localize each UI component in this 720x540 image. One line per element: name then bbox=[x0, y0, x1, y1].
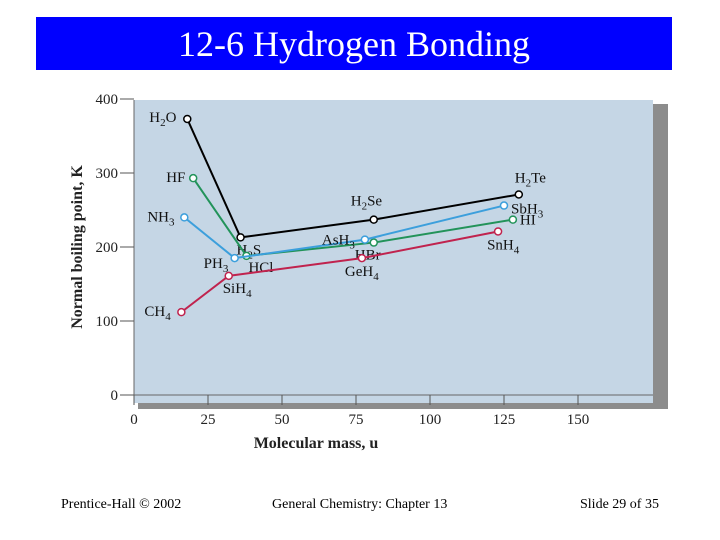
data-point-H2Se bbox=[369, 215, 379, 224]
x-tick-label: 0 bbox=[130, 412, 138, 428]
data-point-GeH4 bbox=[357, 253, 367, 263]
data-label-HI: HI bbox=[520, 213, 536, 229]
data-point-PH3 bbox=[230, 253, 239, 263]
data-point-H2O bbox=[183, 114, 192, 124]
boiling-point-chart: 0 100 200 300 400 0 25 50 75 100 125 150 Molecular m… bbox=[69, 92, 668, 452]
data-point-H2S bbox=[236, 233, 245, 242]
data-label-SbH3: SbH3 bbox=[511, 202, 544, 221]
x-tick-label: 75 bbox=[349, 412, 364, 428]
footer-copyright: Prentice-Hall © 2002 bbox=[61, 497, 182, 512]
slide-title-bar: 12-6 Hydrogen Bonding bbox=[36, 17, 672, 70]
x-tick-label: 150 bbox=[567, 412, 590, 428]
data-point-SiH4 bbox=[224, 271, 233, 281]
y-axis-title: Normal boiling point, K bbox=[69, 165, 86, 329]
data-point-AsH3 bbox=[360, 235, 370, 244]
data-label-NH3: NH3 bbox=[147, 209, 175, 228]
x-tick-label: 25 bbox=[201, 412, 216, 428]
footer-slide-number: Slide 29 of 35 bbox=[580, 497, 659, 512]
data-point-CH4 bbox=[177, 307, 186, 317]
data-point-SnH4 bbox=[493, 227, 503, 236]
x-tick-label: 100 bbox=[419, 412, 442, 428]
slide-title: 12-6 Hydrogen Bonding bbox=[178, 23, 530, 64]
data-label-H2O: H2O bbox=[149, 110, 176, 129]
y-tick-label: 100 bbox=[96, 314, 119, 330]
y-tick-label: 300 bbox=[96, 166, 119, 182]
data-label-SnH4: SnH4 bbox=[487, 237, 520, 256]
y-tick-label: 200 bbox=[96, 240, 119, 256]
data-label-PH3: PH3 bbox=[204, 256, 229, 275]
data-point-HI bbox=[508, 215, 518, 224]
footer-chapter: General Chemistry: Chapter 13 bbox=[272, 497, 448, 512]
series-line-group16 bbox=[186, 118, 519, 239]
series-line-group15 bbox=[183, 204, 505, 260]
x-axis-title: Molecular mass, u bbox=[254, 435, 379, 452]
data-label-H2Se: H2Se bbox=[351, 194, 383, 213]
data-label-H2Te: H2Te bbox=[515, 170, 546, 189]
series-line-group17 bbox=[192, 177, 514, 257]
data-point-HF bbox=[188, 173, 198, 183]
series-line-group14 bbox=[180, 230, 499, 313]
data-label-GeH4: GeH4 bbox=[345, 264, 379, 283]
data-label-AsH3: AsH3 bbox=[322, 233, 356, 252]
data-point-HBr bbox=[369, 238, 379, 247]
data-label-HF: HF bbox=[166, 170, 185, 186]
data-point-SbH3 bbox=[499, 201, 509, 210]
x-tick-label: 50 bbox=[275, 412, 290, 428]
data-label-CH4: CH4 bbox=[144, 304, 171, 323]
data-label-SiH4: SiH4 bbox=[223, 281, 252, 300]
x-tick-label: 125 bbox=[493, 412, 516, 428]
data-point-NH3 bbox=[180, 213, 189, 222]
y-tick-label: 400 bbox=[96, 92, 119, 108]
data-point-H2Te bbox=[514, 190, 524, 199]
y-tick-label: 0 bbox=[111, 388, 119, 404]
